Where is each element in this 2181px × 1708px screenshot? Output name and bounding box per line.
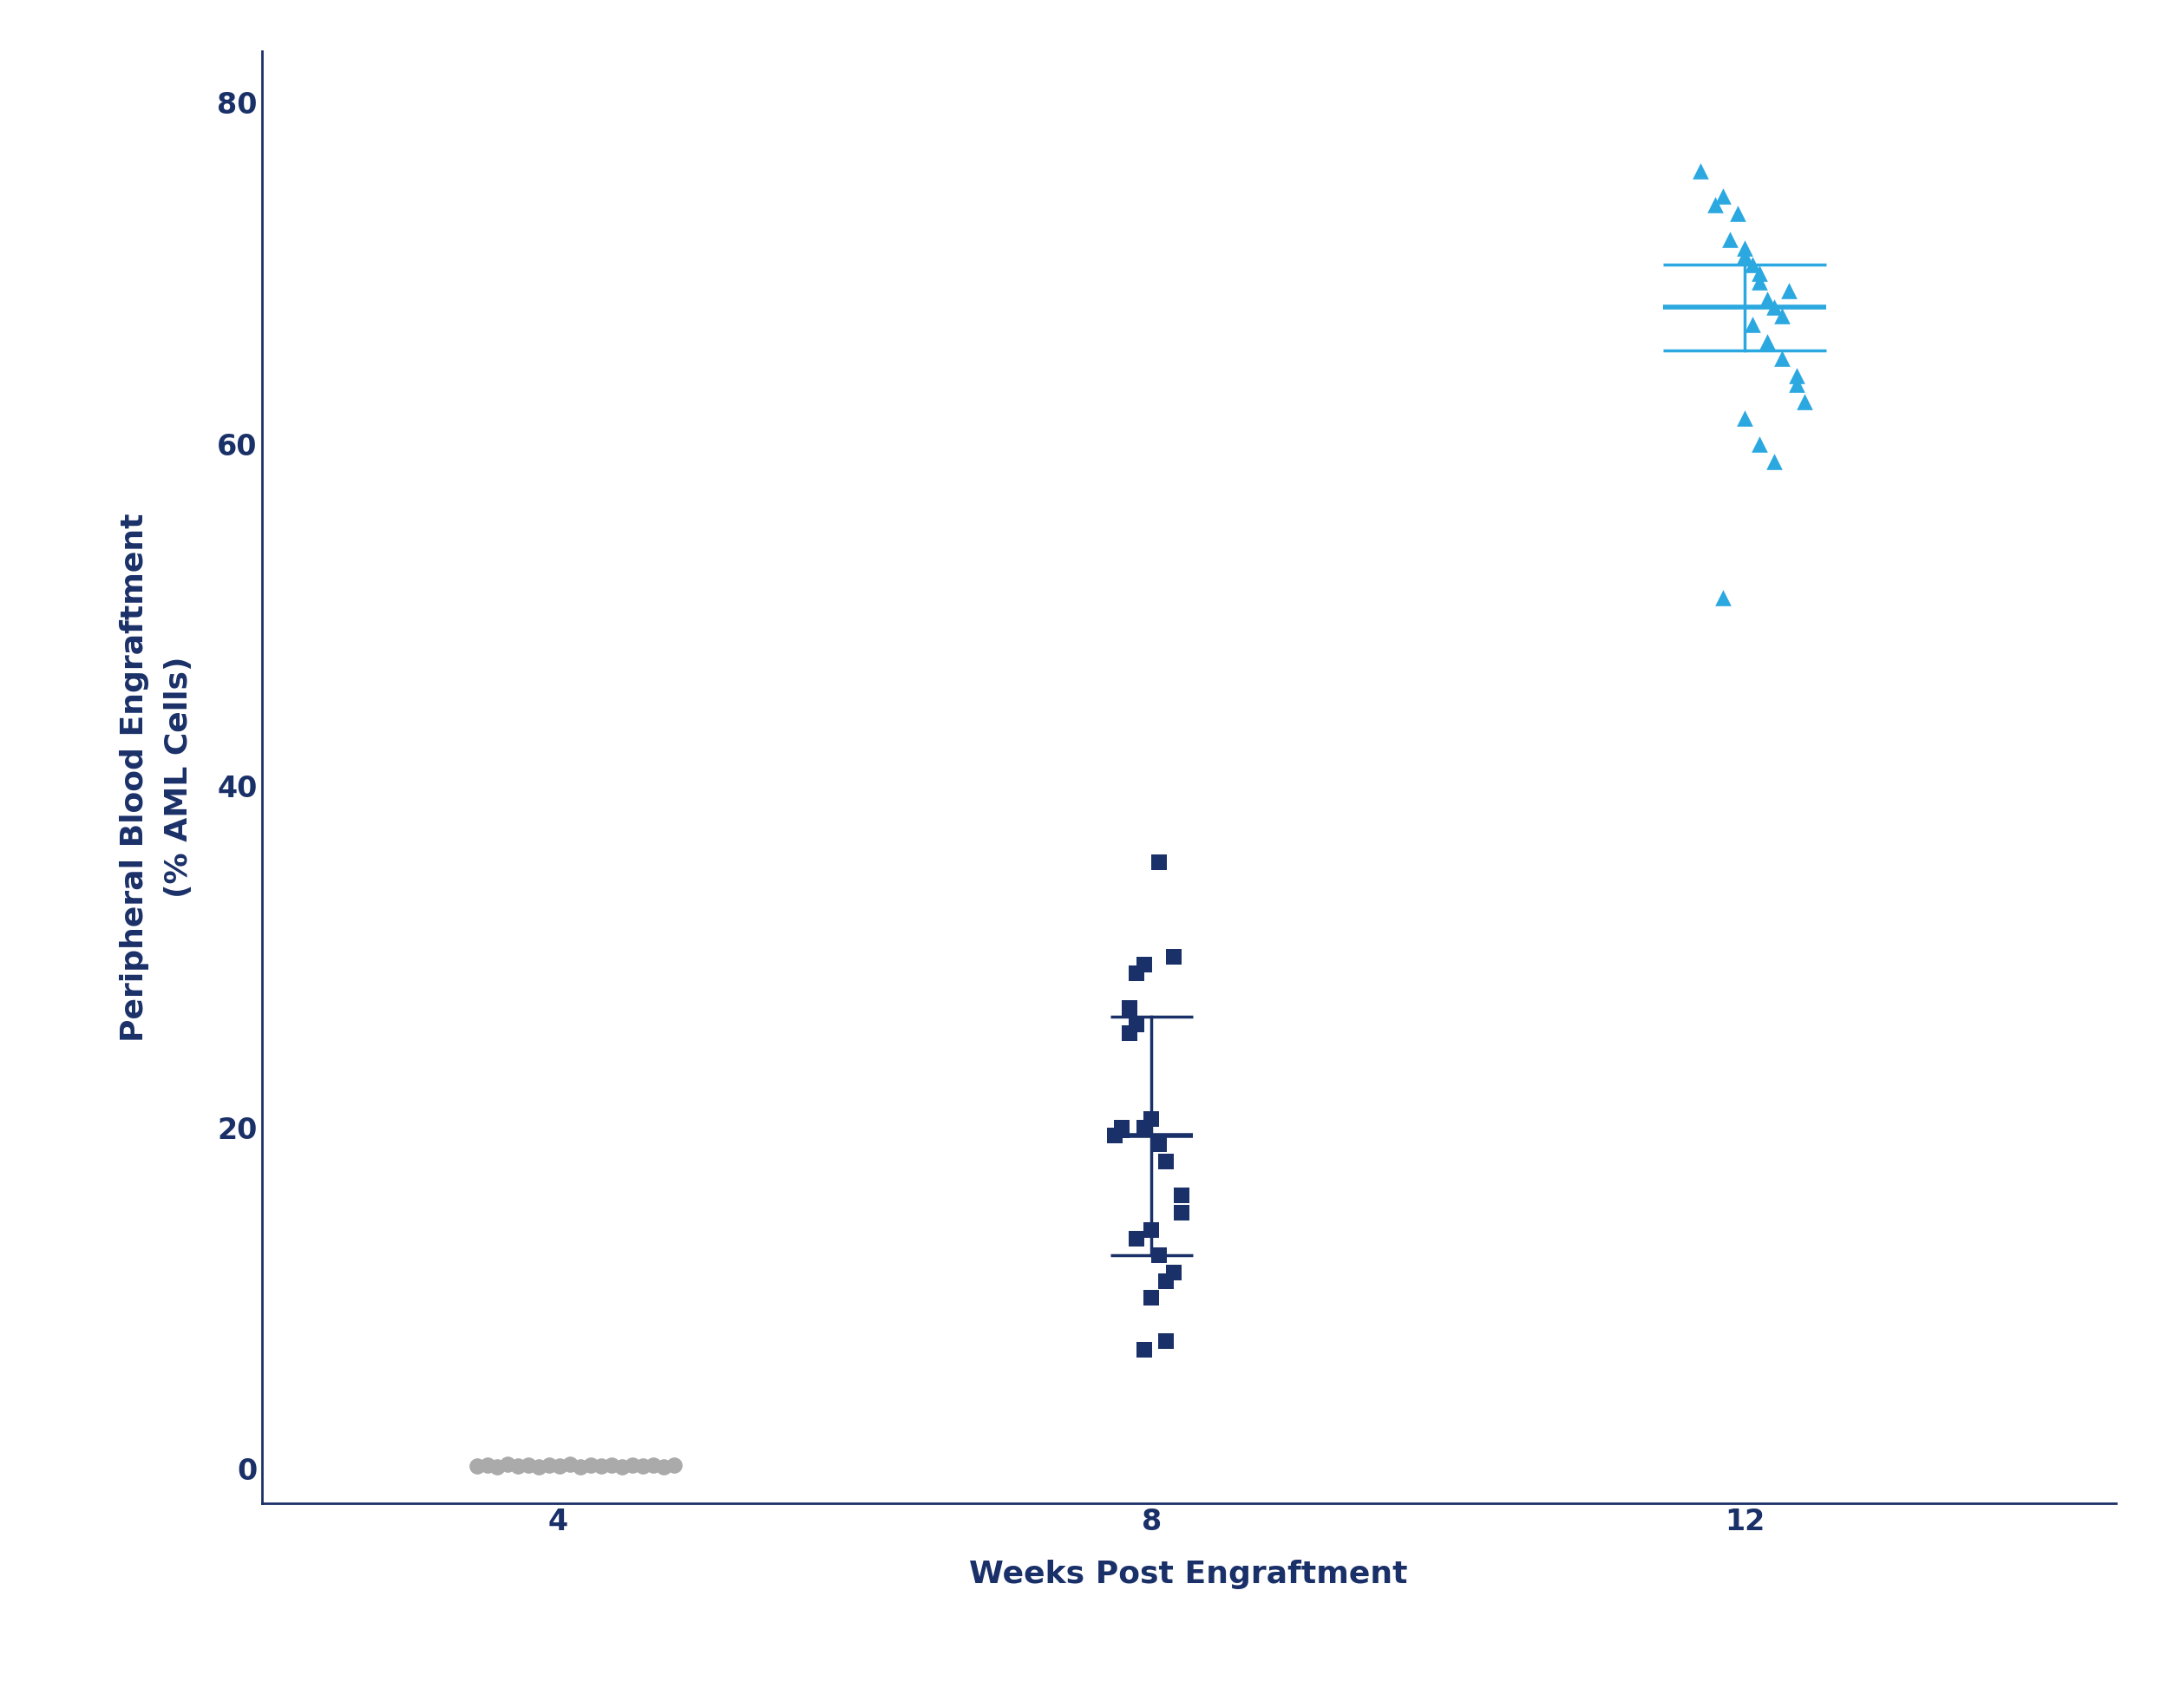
Point bbox=[1156, 943, 1191, 970]
Point bbox=[1119, 960, 1154, 987]
Point bbox=[1104, 1117, 1138, 1144]
Point bbox=[646, 1454, 680, 1481]
Point bbox=[1734, 251, 1769, 278]
Point bbox=[1727, 243, 1762, 270]
Point bbox=[543, 1452, 578, 1479]
Point bbox=[615, 1452, 650, 1479]
Point bbox=[1112, 1020, 1147, 1047]
Point bbox=[656, 1452, 691, 1479]
Point bbox=[1712, 225, 1747, 253]
Point bbox=[1141, 849, 1176, 876]
Point bbox=[1112, 994, 1147, 1021]
Point bbox=[552, 1450, 587, 1477]
Point bbox=[1758, 294, 1793, 321]
Point bbox=[1141, 1131, 1176, 1158]
Point bbox=[1734, 311, 1769, 338]
Point bbox=[604, 1454, 639, 1481]
Point bbox=[510, 1452, 545, 1479]
Point bbox=[1749, 285, 1784, 313]
Point bbox=[1128, 1336, 1162, 1363]
Point bbox=[1119, 1011, 1154, 1038]
Point bbox=[1727, 234, 1762, 261]
Point bbox=[1128, 1114, 1162, 1141]
Point bbox=[1104, 1114, 1138, 1141]
Point bbox=[460, 1452, 495, 1479]
Point bbox=[1128, 951, 1162, 979]
Point bbox=[574, 1452, 608, 1479]
Point bbox=[480, 1454, 515, 1481]
Point bbox=[1721, 200, 1756, 227]
Point bbox=[585, 1452, 619, 1479]
Point bbox=[563, 1454, 598, 1481]
Point bbox=[1165, 1199, 1200, 1226]
Point bbox=[1697, 191, 1732, 219]
Point bbox=[1780, 371, 1815, 398]
Point bbox=[502, 1452, 537, 1479]
Point bbox=[1684, 157, 1719, 184]
Point bbox=[1141, 1242, 1176, 1269]
Point bbox=[1134, 1284, 1169, 1312]
Point bbox=[1134, 1216, 1169, 1243]
Point bbox=[1743, 260, 1778, 287]
Point bbox=[1749, 328, 1784, 355]
Point bbox=[1149, 1327, 1184, 1354]
Point bbox=[1134, 1105, 1169, 1132]
Y-axis label: Peripheral Blood Engraftment
(% AML Cells): Peripheral Blood Engraftment (% AML Cell… bbox=[120, 512, 194, 1042]
Point bbox=[593, 1452, 628, 1479]
Point bbox=[1764, 302, 1799, 330]
Point bbox=[1149, 1267, 1184, 1295]
Point bbox=[1119, 1225, 1154, 1252]
Point bbox=[1758, 447, 1793, 475]
Point bbox=[1786, 388, 1821, 415]
Point bbox=[1149, 1148, 1184, 1175]
Point bbox=[637, 1452, 672, 1479]
Point bbox=[1165, 1182, 1200, 1209]
Point bbox=[1780, 362, 1815, 389]
Point bbox=[1743, 268, 1778, 295]
X-axis label: Weeks Post Engraftment: Weeks Post Engraftment bbox=[968, 1559, 1409, 1590]
Point bbox=[1764, 345, 1799, 372]
Point bbox=[1706, 183, 1740, 210]
Point bbox=[1097, 1122, 1132, 1149]
Point bbox=[1743, 430, 1778, 458]
Point bbox=[532, 1452, 567, 1479]
Point bbox=[521, 1454, 556, 1481]
Point bbox=[1771, 277, 1806, 304]
Point bbox=[626, 1452, 661, 1479]
Point bbox=[491, 1450, 526, 1477]
Point bbox=[1706, 584, 1740, 611]
Point bbox=[1156, 1259, 1191, 1286]
Point bbox=[1727, 405, 1762, 432]
Point bbox=[469, 1452, 504, 1479]
